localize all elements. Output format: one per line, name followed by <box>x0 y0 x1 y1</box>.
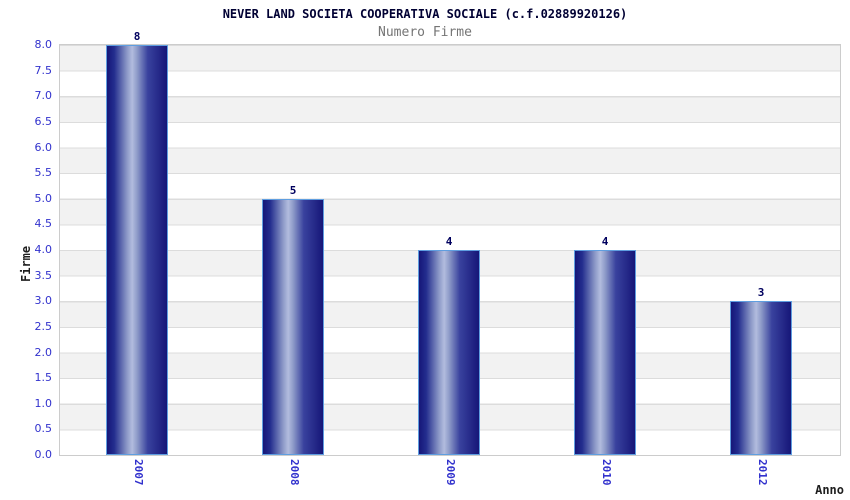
y-tick-label-3.5: 3.5 <box>34 268 53 282</box>
y-tick-label-6.0: 6.0 <box>34 140 53 154</box>
bar-value-label-2010: 4 <box>601 235 609 248</box>
y-tick-label-2.0: 2.0 <box>34 345 53 359</box>
x-tick-label-2009: 2009 <box>443 459 457 486</box>
y-tick-label-7.0: 7.0 <box>34 89 53 103</box>
y-tick-label-1.5: 1.5 <box>34 371 53 385</box>
y-tick-label-2.5: 2.5 <box>34 319 53 333</box>
y-tick-label-8.0: 8.0 <box>34 38 53 51</box>
y-tick-label-6.5: 6.5 <box>34 114 53 128</box>
x-tick-label-2010: 2010 <box>599 459 613 486</box>
bar-2012 <box>730 301 792 455</box>
y-tick-label-4.0: 4.0 <box>34 243 53 256</box>
y-tick-label-7.5: 7.5 <box>34 63 53 77</box>
bar-2008 <box>262 198 324 455</box>
y-tick-label-0.0: 0.0 <box>34 448 53 461</box>
y-tick-label-4.5: 4.5 <box>34 217 53 231</box>
bar-value-label-2009: 4 <box>445 235 453 248</box>
y-tick-label-5.5: 5.5 <box>34 166 53 180</box>
y-tick-label-5.0: 5.0 <box>34 191 53 205</box>
x-tick-label-2007: 2007 <box>131 459 145 486</box>
bar-value-label-2008: 5 <box>289 183 297 197</box>
chart-subtitle: Numero Firme <box>378 25 472 40</box>
x-tick-label-2012: 2012 <box>755 459 769 486</box>
bar-value-label-2012: 3 <box>757 286 765 300</box>
bar-2009 <box>418 250 480 455</box>
y-tick-label-1.0: 1.0 <box>34 396 53 410</box>
bar-value-label-2007: 8 <box>133 30 141 43</box>
x-axis-label: Anno <box>815 483 844 497</box>
plot-area: 8 5 4 4 3 <box>59 30 841 456</box>
x-tick-label-2008: 2008 <box>287 459 301 486</box>
y-tick-label-3.0: 3.0 <box>34 294 53 308</box>
y-tick-label-0.5: 0.5 <box>34 422 53 436</box>
chart-title: NEVER LAND SOCIETA COOPERATIVA SOCIALE (… <box>222 7 628 21</box>
bar-2010 <box>574 250 636 455</box>
bar-2007 <box>106 45 168 455</box>
